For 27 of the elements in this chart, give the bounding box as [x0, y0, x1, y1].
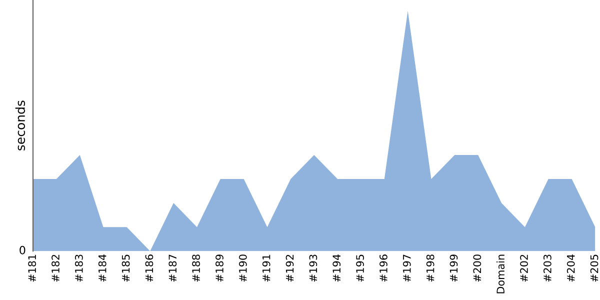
x-tick-label: #205: [590, 254, 598, 282]
x-tick-label: #204: [566, 254, 575, 282]
x-tick-label: Domain: [496, 254, 505, 294]
x-tick-label: #183: [74, 254, 83, 282]
x-tick-label: #202: [520, 254, 528, 282]
x-tick-label: #196: [380, 254, 388, 282]
annotation: 0: [20, 246, 26, 254]
x-tick-label: #182: [52, 254, 60, 282]
x-tick-label: #188: [192, 254, 200, 282]
x-tick-label: #195: [356, 254, 364, 282]
y-axis-title: seconds: [15, 100, 26, 150]
x-tick-label: #189: [216, 254, 224, 282]
x-tick-label: #185: [122, 254, 130, 282]
x-tick-label: #186: [145, 254, 154, 282]
x-tick-label: #192: [286, 254, 294, 282]
x-tick-label: #197: [402, 254, 411, 282]
x-tick-label: #203: [543, 254, 552, 282]
x-tick-label: #190: [238, 254, 247, 282]
x-tick-label: #199: [450, 254, 458, 282]
x-tick-label: #184: [98, 254, 106, 282]
x-tick-label: #194: [332, 254, 341, 282]
x-tick-label: #200: [473, 254, 482, 282]
x-tick-label: #193: [309, 254, 318, 282]
x-tick-label: #191: [262, 254, 270, 282]
x-tick-label: #198: [426, 254, 434, 282]
x-tick-label: #181: [28, 254, 36, 282]
x-tick-label: #187: [168, 254, 177, 282]
